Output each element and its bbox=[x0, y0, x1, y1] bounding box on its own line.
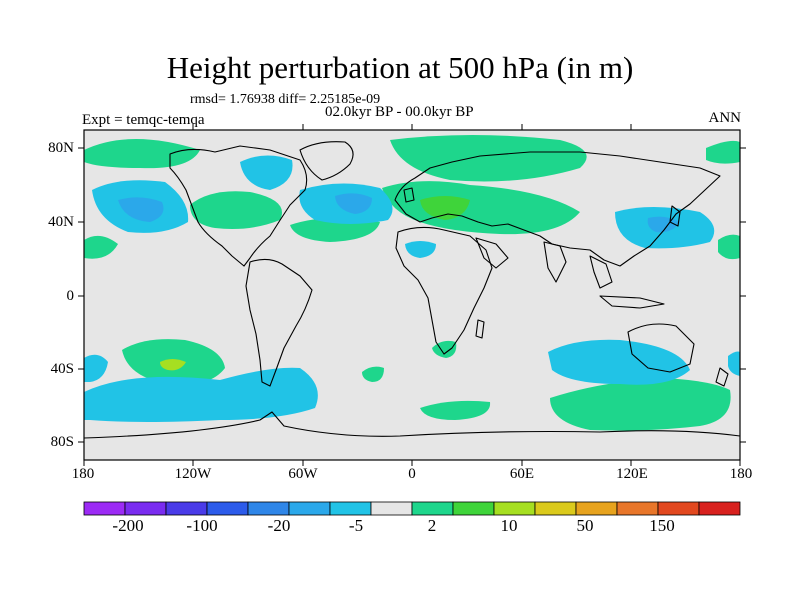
colorbar bbox=[83, 501, 741, 516]
colorbar-swatch bbox=[329, 501, 372, 516]
coastline-south-america bbox=[245, 258, 313, 387]
coastline-arabia bbox=[475, 237, 509, 269]
coastline-indonesia bbox=[599, 295, 665, 309]
colorbar-label-neg100: -100 bbox=[186, 516, 218, 535]
lon-tick-marks bbox=[83, 124, 741, 466]
colorbar-label-2: 2 bbox=[427, 516, 437, 535]
positive-anomaly-fields bbox=[84, 135, 740, 431]
season-label: ANN bbox=[708, 110, 742, 126]
lon-tick-120w: 120W bbox=[174, 466, 212, 482]
colorbar-label-neg5: -5 bbox=[348, 516, 364, 535]
lat-tick-marks bbox=[78, 147, 746, 443]
coastline-japan bbox=[669, 205, 681, 227]
colorbar-swatch bbox=[370, 501, 413, 516]
lon-tick-60w: 60W bbox=[288, 466, 318, 482]
colorbar-label-50: 50 bbox=[576, 516, 594, 535]
colorbar-swatch bbox=[247, 501, 290, 516]
time-period-label: 02.0kyr BP - 00.0kyr BP bbox=[325, 104, 474, 120]
colorbar-label-neg200: -200 bbox=[112, 516, 144, 535]
colorbar-swatch bbox=[165, 501, 208, 516]
coastline-north-america bbox=[169, 145, 308, 267]
colorbar-swatch bbox=[206, 501, 249, 516]
colorbar-label-150: 150 bbox=[649, 516, 675, 535]
colorbar-swatch bbox=[288, 501, 331, 516]
colorbar-swatch bbox=[657, 501, 700, 516]
lat-tick-80s: 80S bbox=[50, 434, 74, 450]
coastline-africa bbox=[395, 226, 493, 355]
coastline-madagascar bbox=[475, 319, 485, 339]
plot-title: Height perturbation at 500 hPa (in m) bbox=[166, 50, 634, 85]
lon-tick-0: 0 bbox=[408, 466, 416, 482]
lat-tick-0: 0 bbox=[66, 288, 75, 304]
colorbar-label-10: 10 bbox=[500, 516, 518, 535]
lon-tick-60e: 60E bbox=[509, 466, 535, 482]
lon-tick-180w: 180 bbox=[71, 466, 95, 482]
positive-peak-fields bbox=[160, 359, 186, 371]
negative-core-fields bbox=[118, 193, 680, 233]
colorbar-swatch bbox=[124, 501, 167, 516]
lat-tick-40s: 40S bbox=[50, 361, 74, 377]
coastline-greenland bbox=[299, 141, 354, 181]
colorbar-swatch bbox=[616, 501, 659, 516]
lat-tick-40n: 40N bbox=[48, 214, 74, 230]
positive-core-fields bbox=[420, 196, 470, 220]
colorbar-swatch bbox=[575, 501, 618, 516]
coastlines bbox=[84, 141, 740, 439]
colorbar-label-neg20: -20 bbox=[267, 516, 291, 535]
coastline-new-zealand bbox=[715, 367, 729, 387]
colorbar-swatch bbox=[534, 501, 577, 516]
rmsd-diff-stats: rmsd= 1.76938 diff= 2.25185e-09 bbox=[190, 92, 381, 107]
coastline-eurasia bbox=[394, 151, 721, 267]
colorbar-swatch bbox=[452, 501, 495, 516]
experiment-label: Expt = temqc-temqa bbox=[82, 112, 205, 128]
colorbar-swatch bbox=[493, 501, 536, 516]
coastline-se-asia bbox=[589, 255, 613, 289]
coastline-uk bbox=[403, 187, 415, 203]
colorbar-swatch bbox=[698, 501, 741, 516]
coastline-australia bbox=[627, 323, 695, 373]
coastline-antarctica bbox=[84, 411, 740, 439]
colorbar-swatch bbox=[83, 501, 126, 516]
lon-tick-180e: 180 bbox=[729, 466, 753, 482]
colorbar-swatch bbox=[411, 501, 454, 516]
lon-tick-120e: 120E bbox=[616, 466, 648, 482]
lat-tick-80n: 80N bbox=[48, 140, 74, 156]
coastline-india bbox=[543, 241, 567, 283]
